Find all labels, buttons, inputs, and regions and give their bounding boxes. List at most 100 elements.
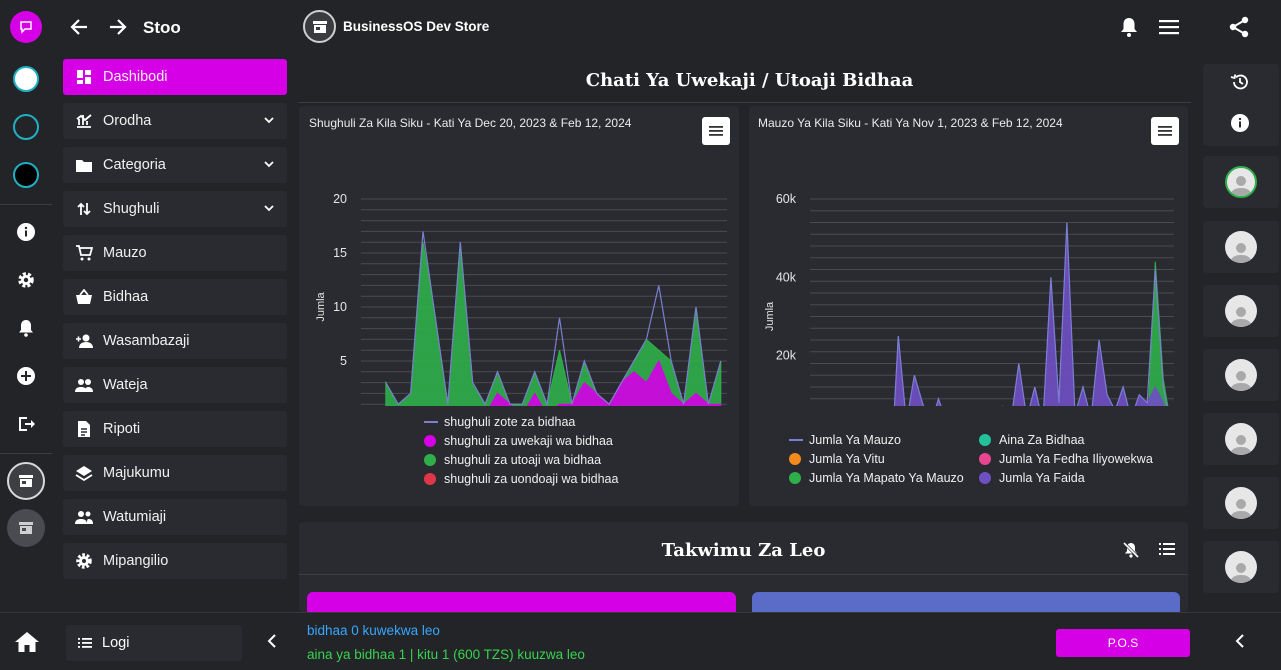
theme-teal-button[interactable]	[10, 111, 42, 143]
share-icon[interactable]	[1228, 16, 1250, 43]
avatar	[1225, 231, 1257, 263]
logs-label: Logi	[102, 635, 130, 651]
info-icon[interactable]	[1230, 113, 1250, 138]
avatar	[1225, 423, 1257, 455]
section-title: Chati Ya Uwekaji / Utoaji Bidhaa	[585, 70, 914, 91]
left-rail	[0, 0, 52, 670]
legend-item[interactable]: Jumla Ya Mauzo	[789, 433, 901, 447]
back-arrow-icon[interactable]	[68, 16, 90, 43]
user-avatar-card[interactable]	[1203, 285, 1279, 337]
sidebar: Stoo Dashibodi Orodha Categoria Shughuli…	[52, 0, 298, 612]
person-add-icon	[75, 332, 93, 350]
divider	[0, 204, 52, 205]
sidebar-item-majukumu[interactable]: Majukumu	[63, 455, 287, 491]
dashboard-icon	[75, 68, 93, 86]
sidebar-item-wasambazaji[interactable]: Wasambazaji	[63, 323, 287, 359]
legend-line-icon	[424, 421, 438, 423]
user-avatar-card[interactable]	[1203, 156, 1279, 208]
sidebar-item-shughuli[interactable]: Shughuli	[63, 191, 287, 227]
pos-button[interactable]: P.O.S	[1056, 629, 1190, 657]
user-avatar-card[interactable]	[1203, 477, 1279, 529]
legend-label: Jumla Ya Mapato Ya Mauzo	[809, 471, 964, 485]
settings-icon[interactable]	[10, 264, 42, 296]
y-tick-label: 5	[340, 354, 347, 368]
hamburger-menu-icon[interactable]	[1159, 18, 1181, 41]
legend-dot-icon	[789, 453, 801, 465]
avatar	[1225, 166, 1257, 198]
notifications-bell-icon[interactable]	[1118, 16, 1140, 43]
sidebar-item-orodha[interactable]: Orodha	[63, 103, 287, 139]
cart-icon	[75, 244, 93, 262]
sidebar-item-wateja[interactable]: Wateja	[63, 367, 287, 403]
sidebar-item-label: Orodha	[103, 113, 152, 129]
sidebar-item-categoria[interactable]: Categoria	[63, 147, 287, 183]
mute-icon[interactable]	[1122, 541, 1140, 564]
people-icon	[75, 376, 93, 394]
info-icon[interactable]	[10, 216, 42, 248]
series-area	[1148, 261, 1169, 406]
add-icon[interactable]	[10, 360, 42, 392]
legend-item[interactable]: shughuli za uwekaji wa bidhaa	[424, 434, 613, 448]
series-line	[893, 222, 1168, 406]
sidebar-item-ripoti[interactable]: Ripoti	[63, 411, 287, 447]
legend-label: Jumla Ya Faida	[999, 471, 1085, 485]
avatar	[1225, 487, 1257, 519]
collapse-left-icon[interactable]	[266, 633, 278, 654]
logs-button[interactable]: Logi	[66, 625, 242, 661]
chart-title: Mauzo Ya Kila Siku - Kati Ya Nov 1, 2023…	[758, 116, 1063, 130]
avatar	[1225, 295, 1257, 327]
logout-icon[interactable]	[10, 408, 42, 440]
legend-label: shughuli zote za bidhaa	[444, 415, 576, 429]
chart-card-mauzo: Mauzo Ya Kila Siku - Kati Ya Nov 1, 2023…	[749, 106, 1188, 506]
theme-black-button[interactable]	[10, 159, 42, 191]
legend-item[interactable]: Jumla Ya Vitu	[789, 452, 885, 466]
user-avatar-card[interactable]	[1203, 221, 1279, 273]
home-icon[interactable]	[14, 630, 40, 659]
stats-title: Takwimu Za Leo	[661, 540, 826, 561]
legend-item[interactable]: Jumla Ya Faida	[979, 471, 1085, 485]
sidebar-item-watumiaji[interactable]: Watumiaji	[63, 499, 287, 535]
right-rail	[1201, 0, 1281, 670]
store-icon[interactable]	[7, 462, 45, 500]
sidebar-item-mipangilio[interactable]: Mipangilio	[63, 543, 287, 579]
legend-item[interactable]: shughuli zote za bidhaa	[424, 415, 575, 429]
sidebar-item-dashibodi[interactable]: Dashibodi	[63, 59, 287, 95]
user-avatar-card[interactable]	[1203, 413, 1279, 465]
sidebar-item-label: Categoria	[103, 157, 166, 173]
theme-white-button[interactable]	[10, 63, 42, 95]
bell-icon[interactable]	[10, 312, 42, 344]
swap-icon	[75, 200, 93, 218]
chart-plot-shughuli: 0510152018. Dec1. Jan15. Jan29. Jan12. F…	[315, 192, 727, 406]
gear-icon	[75, 552, 93, 570]
chart-menu-button[interactable]	[702, 117, 730, 145]
user-avatar-card[interactable]	[1203, 541, 1279, 593]
legend-label: Jumla Ya Vitu	[809, 452, 885, 466]
legend-item[interactable]: Aina Za Bidhaa	[979, 433, 1084, 447]
chat-icon[interactable]	[10, 11, 42, 43]
sidebar-item-label: Wateja	[103, 377, 148, 393]
legend-label: Jumla Ya Fedha Iliyowekwa	[999, 452, 1153, 466]
store-icon[interactable]	[7, 509, 45, 547]
legend-dot-icon	[979, 434, 991, 446]
legend-item[interactable]: shughuli za uondoaji wa bidhaa	[424, 472, 618, 486]
history-icon[interactable]	[1230, 72, 1250, 97]
legend-item[interactable]: Jumla Ya Mapato Ya Mauzo	[789, 471, 964, 485]
legend-line-icon	[789, 439, 803, 441]
chart-plot-mauzo: 020k40k60kOct '23Nov '23Dec '23Jan '24Fe…	[764, 192, 1174, 406]
legend-item[interactable]: shughuli za utoaji wa bidhaa	[424, 453, 601, 467]
sidebar-item-bidhaa[interactable]: Bidhaa	[63, 279, 287, 315]
y-tick-label: 40k	[776, 270, 797, 284]
forward-arrow-icon[interactable]	[107, 16, 129, 43]
store-logo-icon[interactable]	[303, 10, 336, 43]
legend-label: shughuli za uondoaji wa bidhaa	[444, 472, 619, 486]
list-view-icon[interactable]	[1159, 542, 1175, 561]
sidebar-item-mauzo[interactable]: Mauzo	[63, 235, 287, 271]
chart-menu-button[interactable]	[1151, 117, 1179, 145]
collapse-right-icon[interactable]	[1234, 633, 1246, 654]
y-tick-label: 10	[333, 300, 347, 314]
divider	[298, 102, 1191, 103]
legend-dot-icon	[424, 435, 436, 447]
legend-item[interactable]: Jumla Ya Fedha Iliyowekwa	[979, 452, 1153, 466]
user-avatar-card[interactable]	[1203, 349, 1279, 401]
stat-tile-blue	[752, 592, 1180, 612]
